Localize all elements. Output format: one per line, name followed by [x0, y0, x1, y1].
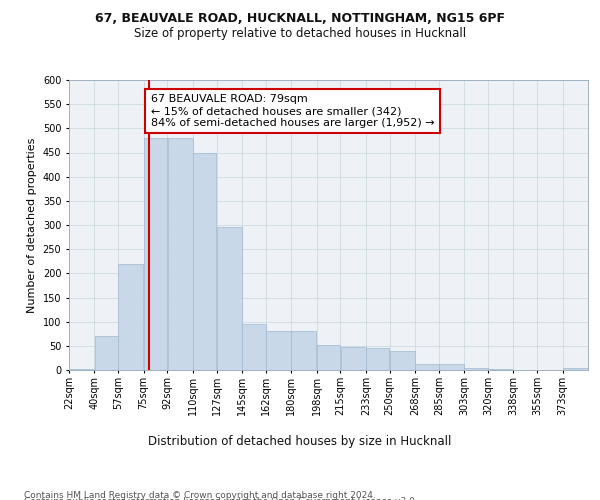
Bar	[217, 228, 242, 370]
Bar	[118, 264, 143, 370]
Bar	[439, 364, 464, 370]
Bar	[317, 345, 340, 370]
Bar	[415, 364, 439, 370]
Bar	[292, 332, 316, 370]
Text: 67 BEAUVALE ROAD: 79sqm
← 15% of detached houses are smaller (342)
84% of semi-d: 67 BEAUVALE ROAD: 79sqm ← 15% of detache…	[151, 94, 434, 128]
Bar	[266, 332, 291, 370]
Bar	[488, 369, 513, 370]
Bar	[464, 368, 488, 370]
Bar	[144, 138, 167, 370]
Text: Size of property relative to detached houses in Hucknall: Size of property relative to detached ho…	[134, 28, 466, 40]
Text: Distribution of detached houses by size in Hucknall: Distribution of detached houses by size …	[148, 435, 452, 448]
Text: Contains HM Land Registry data © Crown copyright and database right 2024.: Contains HM Land Registry data © Crown c…	[24, 490, 376, 500]
Bar	[193, 152, 217, 370]
Bar	[242, 324, 266, 370]
Bar	[69, 368, 94, 370]
Bar	[168, 138, 193, 370]
Y-axis label: Number of detached properties: Number of detached properties	[27, 138, 37, 312]
Bar	[95, 336, 118, 370]
Bar	[563, 368, 588, 370]
Text: 67, BEAUVALE ROAD, HUCKNALL, NOTTINGHAM, NG15 6PF: 67, BEAUVALE ROAD, HUCKNALL, NOTTINGHAM,…	[95, 12, 505, 26]
Bar	[366, 348, 389, 370]
Bar	[341, 348, 365, 370]
Text: Contains public sector information licensed under the Open Government Licence v3: Contains public sector information licen…	[24, 498, 418, 500]
Bar	[390, 350, 415, 370]
